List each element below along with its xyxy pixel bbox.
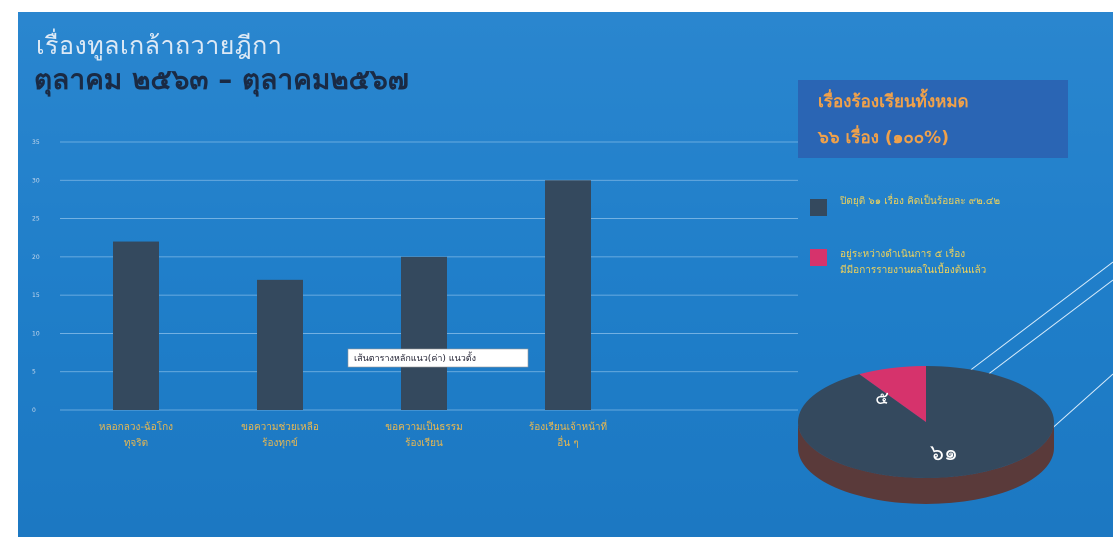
pie-labels: ๖๑ ๕ <box>875 388 958 466</box>
y-tick-label: 10 <box>32 330 40 337</box>
x-category-label: อื่น ๆ <box>557 435 578 449</box>
x-category-label: หลอกลวง-ฉ้อโกง <box>99 420 173 433</box>
legend-label-closed: ปิดยุติ ๖๑ เรื่อง คิดเป็นร้อยละ ๙๒.๔๒ <box>840 196 1001 207</box>
pie-slice-pending <box>859 366 926 422</box>
pie-slice-closed <box>797 366 1054 479</box>
legend-title-line2: ๖๖ เรื่อง (๑๐๐%) <box>818 128 949 148</box>
legend-swatch-closed <box>810 199 827 216</box>
bar <box>401 256 447 410</box>
y-tick-label: 35 <box>32 139 40 146</box>
y-tick-label: 15 <box>32 292 40 299</box>
y-tick-label: 25 <box>32 216 40 223</box>
bar-series: เส้นตารางหลักแนว(ค่า) แนวตั้ง <box>113 180 591 410</box>
legend-title-line1: เรื่องร้องเรียนทั้งหมด <box>818 92 969 112</box>
legend-title-box: เรื่องร้องเรียนทั้งหมด ๖๖ เรื่อง (๑๐๐%) <box>798 80 1068 158</box>
pie-chart <box>797 366 1054 504</box>
slide: เรื่องทูลเกล้าถวายฎีกา ตุลาคม ๒๕๖๓ – ตุล… <box>18 12 1113 537</box>
bar <box>257 279 303 410</box>
y-tick-label: 0 <box>32 407 36 414</box>
slide-subtitle: ตุลาคม ๒๕๖๓ – ตุลาคม๒๕๖๗ <box>34 63 409 96</box>
data-label-text: เส้นตารางหลักแนว(ค่า) แนวตั้ง <box>354 351 476 364</box>
x-category-label: ร้องเรียน <box>405 437 443 449</box>
y-axis-ticks: 0 5 10 15 20 25 30 35 <box>32 139 40 414</box>
legend-label-pending-line1: อยู่ระหว่างดำเนินการ ๕ เรื่อง <box>840 249 966 260</box>
decor-line <box>977 279 1113 383</box>
x-category-label: ร้องทุกข์ <box>262 437 298 449</box>
pie-side <box>798 422 1054 504</box>
y-tick-label: 30 <box>32 177 40 184</box>
data-label-box <box>347 348 529 368</box>
x-category-label: ขอความเป็นธรรม <box>385 419 462 433</box>
bar <box>545 180 591 410</box>
x-category-label: ทุจริต <box>124 438 148 449</box>
chart-canvas: 0 5 10 15 20 25 30 35 เส้นตารางหลักแนว(ค่า) แนว… <box>32 139 1113 504</box>
y-tick-label: 5 <box>32 369 36 376</box>
decor-line <box>967 261 1113 373</box>
y-tick-label: 20 <box>32 254 40 261</box>
slide-title: เรื่องทูลเกล้าถวายฎีกา <box>36 31 283 60</box>
bar <box>113 241 159 410</box>
legend-label-pending: อยู่ระหว่างดำเนินการ ๕ เรื่อง มีมีอการรา… <box>840 247 1080 279</box>
pie-label-closed: ๖๑ <box>930 441 958 466</box>
legend-label-pending-line2: มีมีอการรายงานผลในเบื้องต้นแล้ว <box>840 265 987 276</box>
pie-label-pending: ๕ <box>875 388 889 409</box>
x-category-label: ร้องเรียนเจ้าหน้าที่ <box>529 419 607 433</box>
decor-line <box>1047 373 1113 433</box>
x-category-label: ขอความช่วยเหลือ <box>241 421 319 433</box>
legend-swatch-pending <box>810 249 827 266</box>
decorative-lines <box>967 261 1113 433</box>
